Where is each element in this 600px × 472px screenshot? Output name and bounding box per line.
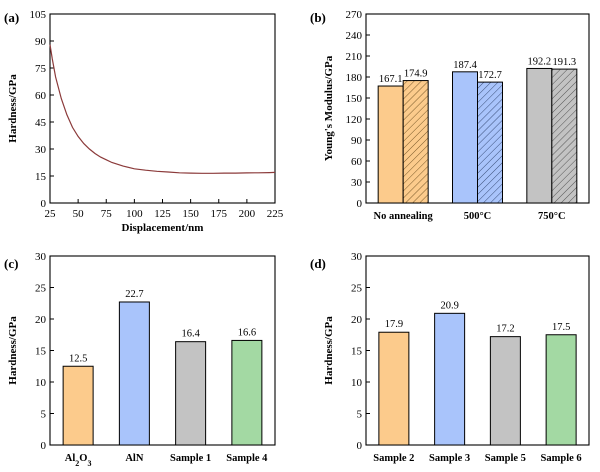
y-axis-label: Hardness/GPa	[7, 74, 19, 143]
data-label: 12.5	[69, 353, 87, 364]
bar	[545, 334, 577, 446]
x-tick-label: 200	[239, 208, 256, 220]
chart-panel-1: (a) 0 15 30 45 60 75 90 105 Hardness/GPa 25 50 75 100…	[4, 9, 284, 234]
data-label: 22.7	[125, 289, 143, 300]
y-tick-label: 20	[35, 314, 47, 326]
y-tick-label: 0	[41, 198, 47, 210]
y-tick-label: 60	[35, 90, 47, 102]
y-tick-label: 10	[35, 377, 47, 389]
bar	[489, 336, 521, 446]
bar	[118, 301, 150, 446]
panel-label: (c)	[4, 256, 18, 271]
category-label: No annealing	[374, 211, 434, 222]
y-tick-label: 30	[35, 251, 47, 263]
bar	[526, 67, 553, 204]
bar	[402, 80, 429, 204]
panel-label: (d)	[310, 256, 326, 271]
data-label: 172.7	[478, 70, 502, 81]
x-tick-label: 50	[73, 208, 85, 220]
bar	[434, 312, 466, 446]
x-tick-label: 175	[211, 208, 228, 220]
y-tick-label: 0	[357, 440, 363, 452]
category-label: 500°C	[464, 211, 492, 222]
chart-panel-4: (d) 0 5 10 15 20 25 30 Hardness/GPa 17.9 Sample 2 2…	[310, 251, 590, 464]
category-label: AlN	[125, 453, 144, 464]
category-label: Sample 6	[541, 453, 582, 464]
y-tick-label: 15	[35, 346, 47, 358]
data-label: 187.4	[453, 60, 477, 71]
chart-panel-3: (c) 0 5 10 15 20 25 30 Hardness/GPa 12.5 Al2O3 22.7…	[4, 251, 276, 468]
bar	[477, 81, 503, 204]
data-label: 174.9	[404, 69, 428, 80]
y-axis-label: Hardness/GPa	[323, 316, 335, 385]
y-tick-label: 75	[35, 63, 47, 75]
bar	[62, 365, 94, 446]
x-tick-label: 100	[126, 208, 143, 220]
bar	[452, 71, 478, 204]
category-label: Al2O3	[65, 453, 92, 468]
data-label: 192.2	[528, 56, 552, 67]
data-label: 17.5	[552, 322, 570, 333]
y-tick-label: 30	[351, 177, 363, 189]
data-label: 17.9	[385, 319, 403, 330]
y-tick-label: 60	[351, 156, 363, 168]
x-tick-label: 125	[154, 208, 171, 220]
y-tick-label: 0	[357, 198, 363, 210]
y-tick-label: 30	[35, 144, 47, 156]
x-tick-label: 150	[182, 208, 199, 220]
y-tick-label: 15	[351, 346, 363, 358]
data-label: 167.1	[379, 74, 403, 85]
y-tick-label: 150	[346, 93, 363, 105]
category-label: Sample 4	[226, 453, 268, 464]
category-label: Sample 5	[485, 453, 526, 464]
y-tick-label: 25	[35, 283, 47, 295]
data-label: 191.3	[553, 57, 577, 68]
x-tick-label: 225	[267, 208, 284, 220]
category-label: Sample 2	[373, 453, 414, 464]
x-axis-label: Displacement/nm	[122, 222, 204, 234]
y-tick-label: 45	[35, 117, 47, 129]
bar	[551, 68, 578, 204]
y-tick-label: 90	[35, 36, 47, 48]
data-label: 16.6	[238, 327, 256, 338]
data-label: 20.9	[440, 300, 458, 311]
y-tick-label: 210	[346, 51, 363, 63]
category-label: 750°C	[538, 211, 566, 222]
y-tick-label: 270	[346, 9, 363, 21]
bar	[378, 331, 410, 446]
y-tick-label: 5	[357, 409, 363, 421]
plot-frame	[49, 13, 276, 204]
y-tick-label: 240	[346, 30, 363, 42]
bar	[231, 339, 263, 446]
y-tick-label: 90	[351, 135, 363, 147]
y-tick-label: 15	[35, 171, 47, 183]
panel-label: (a)	[4, 10, 19, 25]
bar	[175, 341, 207, 446]
y-tick-label: 10	[351, 377, 363, 389]
y-tick-label: 120	[346, 114, 363, 126]
y-tick-label: 0	[41, 440, 47, 452]
x-tick-label: 75	[101, 208, 113, 220]
category-label: Sample 3	[429, 453, 470, 464]
y-tick-label: 30	[351, 251, 363, 263]
bar	[377, 85, 404, 204]
chart-panel-2: (b) 0 30 60 90 120 150 180 210 240 270 Young's Modu…	[310, 9, 590, 222]
data-label: 16.4	[181, 329, 200, 340]
y-axis-label: Hardness/GPa	[7, 316, 19, 385]
hardness-curve	[49, 44, 276, 174]
y-tick-label: 5	[41, 409, 47, 421]
y-tick-label: 25	[351, 283, 363, 295]
data-label: 17.2	[496, 324, 514, 335]
y-axis-label: Young's Modulus/GPa	[323, 55, 335, 161]
panel-label: (b)	[310, 10, 326, 25]
y-tick-label: 180	[346, 72, 363, 84]
y-tick-label: 105	[30, 9, 47, 21]
y-tick-label: 20	[351, 314, 363, 326]
x-tick-label: 25	[45, 208, 57, 220]
category-label: Sample 1	[170, 453, 211, 464]
